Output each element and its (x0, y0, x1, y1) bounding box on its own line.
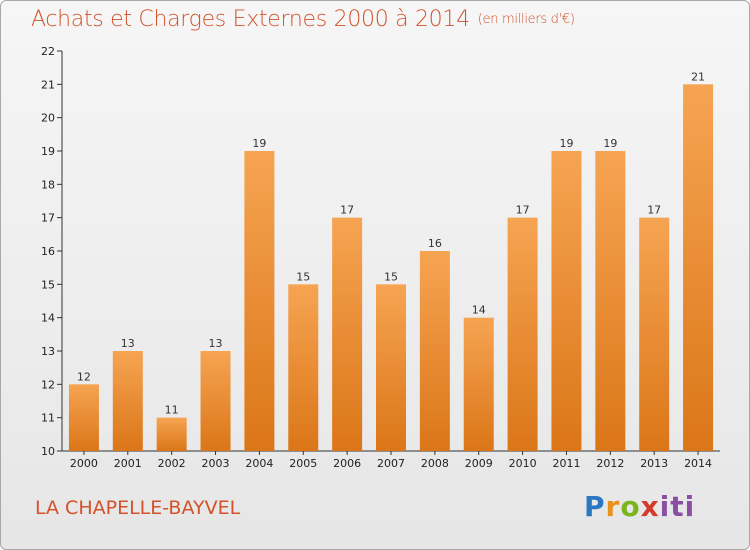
chart-subtitle: (en milliers d'€) (477, 12, 575, 27)
data-label: 17 (516, 204, 530, 217)
data-label: 13 (209, 337, 223, 350)
logo-letter-3: o (620, 490, 641, 523)
data-label: 19 (559, 137, 573, 150)
data-label: 21 (691, 70, 705, 83)
y-tick-label: 13 (41, 345, 55, 358)
bar (112, 351, 143, 451)
logo-letter-1: P (584, 490, 606, 523)
data-label: 15 (296, 270, 310, 283)
data-label: 15 (384, 270, 398, 283)
data-label: 13 (121, 337, 135, 350)
y-tick-label: 17 (41, 212, 55, 225)
bar (463, 317, 494, 451)
x-tick-label: 2007 (377, 457, 405, 470)
x-tick-label: 2000 (70, 457, 98, 470)
x-tick-label: 2006 (333, 457, 361, 470)
bar (683, 84, 714, 451)
proxiti-logo: Proxiti (584, 490, 695, 523)
x-tick-label: 2004 (245, 457, 273, 470)
chart-title: Achats et Charges Externes 2000 à 2014 (e… (31, 7, 575, 32)
y-tick-label: 11 (41, 412, 55, 425)
bar (376, 284, 406, 451)
x-tick-label: 2003 (202, 457, 230, 470)
data-label: 14 (472, 304, 486, 317)
x-tick-label: 2011 (552, 457, 580, 470)
y-tick-label: 20 (41, 112, 55, 125)
bar (507, 217, 538, 451)
x-tick-label: 2014 (684, 457, 712, 470)
y-tick-label: 12 (41, 378, 55, 391)
bar (156, 417, 187, 451)
bar (595, 151, 626, 451)
x-tick-label: 2005 (289, 457, 317, 470)
x-tick-label: 2010 (509, 457, 537, 470)
y-tick-label: 16 (41, 245, 55, 258)
x-tick-label: 2002 (158, 457, 186, 470)
bar (639, 217, 670, 451)
x-tick-label: 2001 (114, 457, 142, 470)
y-tick-label: 15 (41, 278, 55, 291)
y-tick-label: 21 (41, 78, 55, 91)
data-label: 19 (603, 137, 617, 150)
logo-letter-5: iti (659, 490, 696, 523)
x-tick-label: 2009 (465, 457, 493, 470)
data-label: 16 (428, 237, 442, 250)
location-name: LA CHAPELLE-BAYVEL (35, 497, 241, 519)
data-label: 19 (252, 137, 266, 150)
data-label: 17 (340, 204, 354, 217)
plot-area: 10 11 12 13 14 15 16 17 18 19 20 21 22 12 2000 13 2001 11… (41, 45, 720, 470)
bar (332, 217, 363, 451)
bar (288, 284, 319, 451)
y-tick-label: 19 (41, 145, 55, 158)
chart-title-text: Achats et Charges Externes 2000 à 2014 (31, 7, 470, 32)
x-tick-label: 2013 (640, 457, 668, 470)
bar (200, 351, 231, 451)
y-tick-label: 18 (41, 178, 55, 191)
logo-letter-4: x (640, 490, 660, 523)
y-tick-label: 22 (41, 45, 55, 58)
x-tick-label: 2012 (596, 457, 624, 470)
x-tick-label: 2008 (421, 457, 449, 470)
bar (551, 151, 582, 451)
y-tick-label: 10 (41, 445, 55, 458)
logo-letter-2: r (605, 490, 621, 523)
bar (419, 251, 450, 451)
bar (244, 151, 275, 451)
data-label: 12 (77, 370, 91, 383)
bar (68, 384, 99, 451)
data-label: 11 (165, 404, 179, 417)
y-tick-label: 14 (41, 312, 55, 325)
data-label: 17 (647, 204, 661, 217)
